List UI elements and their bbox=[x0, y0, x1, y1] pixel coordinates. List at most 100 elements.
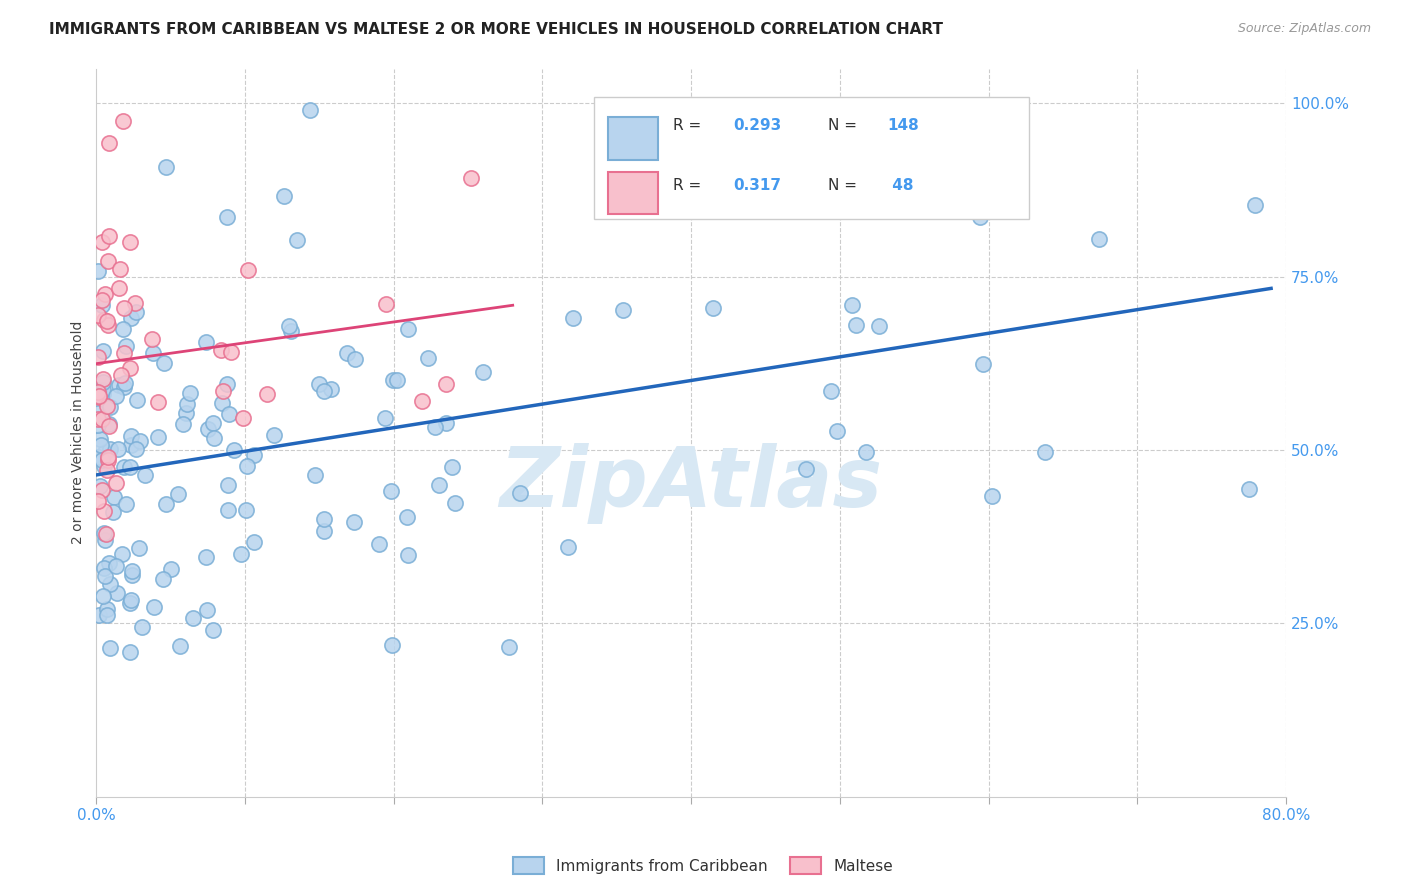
Point bbox=[91, 589, 114, 603]
Text: ZipAtlas: ZipAtlas bbox=[499, 443, 883, 524]
Point bbox=[155, 160, 177, 174]
Point bbox=[103, 490, 125, 504]
Point bbox=[131, 620, 153, 634]
Y-axis label: 2 or more Vehicles in Household: 2 or more Vehicles in Household bbox=[72, 321, 86, 544]
Point bbox=[509, 485, 531, 500]
Point bbox=[278, 318, 301, 333]
Point bbox=[197, 422, 219, 436]
Point bbox=[841, 298, 863, 312]
Point bbox=[87, 390, 110, 404]
Point bbox=[96, 463, 118, 477]
Text: N =: N = bbox=[828, 178, 862, 194]
Point bbox=[179, 386, 201, 401]
Point bbox=[98, 228, 121, 243]
Point bbox=[855, 444, 877, 458]
Point bbox=[87, 494, 110, 508]
Point bbox=[91, 384, 114, 398]
Point bbox=[96, 602, 118, 616]
Point bbox=[111, 547, 134, 561]
Point bbox=[243, 535, 266, 549]
Point bbox=[93, 504, 115, 518]
Point bbox=[91, 453, 114, 467]
Point bbox=[440, 459, 463, 474]
Point bbox=[148, 395, 170, 409]
Point bbox=[825, 424, 848, 438]
Point bbox=[868, 319, 890, 334]
Point bbox=[217, 377, 239, 392]
Point bbox=[557, 540, 579, 554]
Point bbox=[93, 445, 115, 459]
Point bbox=[98, 557, 121, 571]
Point bbox=[416, 351, 439, 365]
Point bbox=[118, 645, 141, 659]
Point bbox=[118, 360, 141, 375]
Point bbox=[121, 428, 143, 442]
Point bbox=[87, 418, 110, 433]
Point bbox=[108, 262, 131, 277]
Point bbox=[169, 639, 191, 653]
Point bbox=[90, 438, 112, 452]
Point bbox=[124, 295, 146, 310]
Point bbox=[110, 368, 132, 382]
Point bbox=[472, 365, 495, 379]
Point bbox=[343, 351, 366, 366]
Point bbox=[308, 377, 330, 392]
Point bbox=[112, 346, 135, 360]
Point bbox=[869, 168, 891, 182]
Point bbox=[969, 210, 991, 224]
Point bbox=[152, 356, 174, 370]
Point bbox=[128, 541, 150, 555]
Point bbox=[97, 453, 120, 467]
Text: 0.293: 0.293 bbox=[733, 119, 782, 134]
Point bbox=[87, 450, 110, 465]
Point bbox=[87, 389, 110, 403]
Point bbox=[221, 345, 243, 359]
Point bbox=[343, 516, 366, 530]
Point bbox=[120, 437, 142, 451]
Point bbox=[105, 586, 128, 600]
Point bbox=[118, 460, 141, 475]
Point bbox=[195, 335, 218, 350]
Point bbox=[120, 310, 142, 325]
Point bbox=[97, 419, 120, 434]
Point bbox=[91, 235, 114, 250]
Point bbox=[273, 188, 295, 202]
Point bbox=[1033, 444, 1056, 458]
Point bbox=[87, 385, 110, 400]
Point bbox=[91, 376, 114, 390]
Point bbox=[98, 442, 121, 456]
Point bbox=[314, 512, 336, 526]
Point bbox=[121, 565, 143, 579]
Point bbox=[112, 301, 135, 315]
Point bbox=[125, 442, 148, 456]
Point bbox=[367, 537, 389, 551]
Point bbox=[94, 527, 117, 541]
Point bbox=[155, 497, 177, 511]
Point bbox=[94, 533, 117, 547]
Point bbox=[336, 346, 359, 360]
Point bbox=[444, 496, 467, 510]
Point bbox=[789, 137, 811, 152]
Point bbox=[172, 417, 194, 431]
Point bbox=[89, 479, 111, 493]
Point bbox=[702, 301, 724, 315]
Point bbox=[93, 568, 115, 582]
Point bbox=[105, 389, 128, 403]
Point bbox=[972, 357, 994, 371]
Point bbox=[612, 303, 634, 318]
Point bbox=[181, 611, 204, 625]
Point bbox=[395, 509, 418, 524]
Point bbox=[460, 170, 482, 185]
Point bbox=[562, 311, 585, 326]
Point bbox=[434, 417, 457, 431]
Point bbox=[380, 483, 402, 498]
Bar bbox=[607, 118, 658, 160]
Point bbox=[87, 608, 110, 623]
Point bbox=[146, 430, 169, 444]
Point bbox=[229, 547, 252, 561]
Point bbox=[1243, 198, 1265, 212]
Point bbox=[211, 396, 233, 410]
Point bbox=[236, 458, 259, 473]
Point bbox=[91, 372, 114, 386]
Text: IMMIGRANTS FROM CARIBBEAN VS MALTESE 2 OR MORE VEHICLES IN HOUSEHOLD CORRELATION: IMMIGRANTS FROM CARIBBEAN VS MALTESE 2 O… bbox=[49, 22, 943, 37]
